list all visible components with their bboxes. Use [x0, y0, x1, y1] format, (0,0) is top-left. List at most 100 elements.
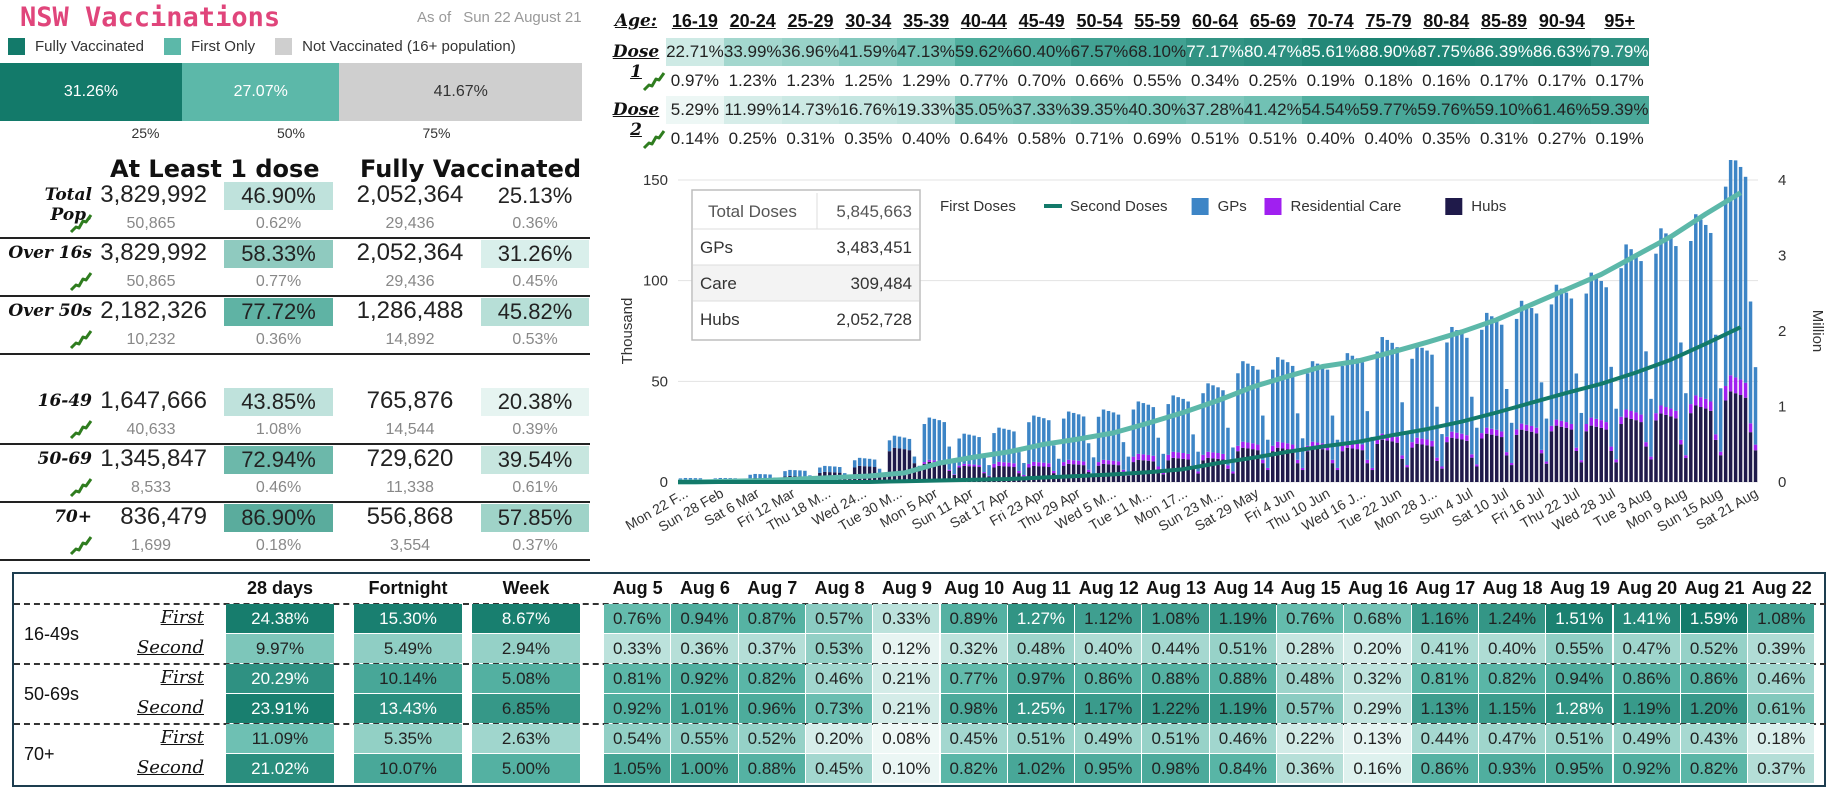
bar-hubs — [1584, 431, 1589, 482]
bar-gps — [753, 473, 757, 478]
table-cell: 0.77% — [940, 664, 1007, 693]
table-cell: 1.13% — [1411, 694, 1478, 723]
bar-gps — [1485, 312, 1489, 428]
table-cell: 0.49% — [1613, 724, 1680, 753]
bar-gps — [1325, 369, 1330, 445]
bar-gps — [1206, 383, 1210, 452]
age-table-cell: 59.77% — [1359, 96, 1418, 124]
bar-hubs — [1415, 443, 1419, 482]
table-cell: 1.20% — [1680, 694, 1748, 723]
bar-gps — [1664, 233, 1668, 408]
bar-care — [1196, 471, 1200, 474]
table-cell: 0.48% — [1277, 664, 1344, 693]
dose1-daily-percent: 0.46% — [255, 479, 302, 496]
table-cell: 9.97% — [226, 634, 334, 663]
age-table-cell: 35.05% — [954, 96, 1013, 124]
age-table-row: 0.97% 1.23% 1.23% 1.25% 1.29% 0.77% 0.70% 0.66%… — [666, 67, 1649, 95]
bar-hubs — [1300, 470, 1305, 482]
stacked-bar-tick: 25% — [131, 125, 160, 141]
bar-care — [1027, 463, 1031, 468]
dose1-label: Dose 1 — [612, 42, 660, 82]
bar-gps — [1181, 398, 1185, 454]
y-tick-label: 0 — [660, 474, 668, 491]
bar-care — [1116, 461, 1121, 466]
bar-gps — [798, 470, 802, 477]
table-row: First 20.29% 10.14% 5.08% 0.81% 0.92% 0.82% 0.4… — [14, 664, 1826, 694]
bar-hubs — [1156, 469, 1161, 482]
age-table-cell: 59.39% — [1590, 96, 1649, 124]
bar-gps — [1415, 345, 1419, 438]
column-header: Aug 18 — [1482, 578, 1543, 598]
bar-care — [1738, 379, 1743, 396]
bar-hubs — [1290, 450, 1295, 482]
bar-gps — [1713, 334, 1718, 435]
y2-tick-label: 0 — [1778, 474, 1786, 491]
bar-care — [1694, 395, 1698, 406]
bar-care — [1644, 442, 1648, 447]
totals-label: Total Doses — [708, 202, 797, 221]
bar-hubs — [1295, 463, 1300, 482]
bar-care — [1405, 465, 1409, 468]
daily-change-row: 50,865 0.77% 29,436 0.45% — [0, 268, 590, 295]
bar-care — [992, 463, 996, 468]
table-cell: 0.82% — [1680, 754, 1748, 783]
bar-care — [1430, 440, 1434, 447]
table-cell: 0.29% — [1344, 694, 1411, 723]
table-cell: 5.00% — [472, 754, 580, 783]
bar-gps — [1151, 407, 1156, 456]
bar-care — [1544, 461, 1549, 464]
trend-icon-wrap — [69, 328, 93, 350]
bar-hubs — [1619, 424, 1623, 482]
bar-hubs — [1385, 440, 1389, 482]
full-daily-percent: 0.45% — [512, 273, 558, 290]
totals-label: Care — [700, 274, 737, 293]
table-cell: 1.27% — [1007, 604, 1075, 633]
bar-gps — [793, 470, 797, 477]
bar-care — [1047, 463, 1051, 468]
table-cell: 0.84% — [1209, 754, 1276, 783]
bar-hubs — [1007, 466, 1011, 482]
bar-hubs — [1654, 420, 1658, 482]
table-cell: 0.51% — [1546, 724, 1613, 753]
bar-hubs — [1579, 462, 1584, 482]
bar-care — [1121, 469, 1126, 473]
bar-hubs — [1081, 465, 1086, 482]
daily-change-row: 40,633 1.08% 14,544 0.39% — [0, 416, 590, 443]
bar-hubs — [1738, 395, 1743, 482]
y-tick-label: 50 — [651, 373, 668, 390]
table-cell: 0.55% — [1546, 634, 1613, 663]
table-cell: 0.93% — [1478, 754, 1546, 783]
bar-hubs — [1669, 416, 1673, 482]
bar-hubs — [1594, 426, 1598, 482]
bar-hubs — [1704, 408, 1708, 482]
bar-care — [1748, 423, 1753, 433]
bar-gps — [857, 457, 862, 466]
age-table-row: 0.14% 0.25% 0.31% 0.35% 0.40% 0.64% 0.58% 0.71%… — [666, 125, 1649, 153]
bar-hubs — [922, 463, 927, 482]
bar-gps — [1395, 347, 1399, 438]
bar-gps — [852, 460, 857, 468]
bar-care — [1524, 424, 1529, 431]
table-cell: 0.37% — [1748, 754, 1815, 783]
bar-care — [987, 475, 991, 477]
bar-care — [1285, 443, 1290, 450]
daily-change-row: 10,232 0.36% 14,892 0.53% — [0, 326, 590, 353]
age-table-cell: 0.25% — [1248, 71, 1297, 90]
age-table-cell: 0.18% — [1364, 71, 1413, 90]
full-daily-count: 11,338 — [386, 479, 434, 496]
bar-care — [1176, 452, 1180, 459]
bar-hubs — [1061, 465, 1066, 482]
bar-gps — [1226, 427, 1230, 466]
bar-gps — [828, 466, 832, 473]
age-table-cell: 59.62% — [954, 38, 1013, 66]
bar-gps — [1290, 365, 1295, 445]
age-table-cell: 19.33% — [897, 96, 955, 124]
full-daily-count: 3,554 — [389, 537, 431, 554]
table-cell: 0.86% — [1680, 664, 1748, 693]
table-cell: 0.88% — [738, 754, 805, 783]
table-cell: 0.82% — [738, 664, 805, 693]
age-table-cell: 41.59% — [839, 38, 898, 66]
age-table-cell: 88.90% — [1359, 38, 1418, 66]
bar-care — [947, 469, 951, 471]
age-table-cell: 85.61% — [1301, 38, 1360, 66]
